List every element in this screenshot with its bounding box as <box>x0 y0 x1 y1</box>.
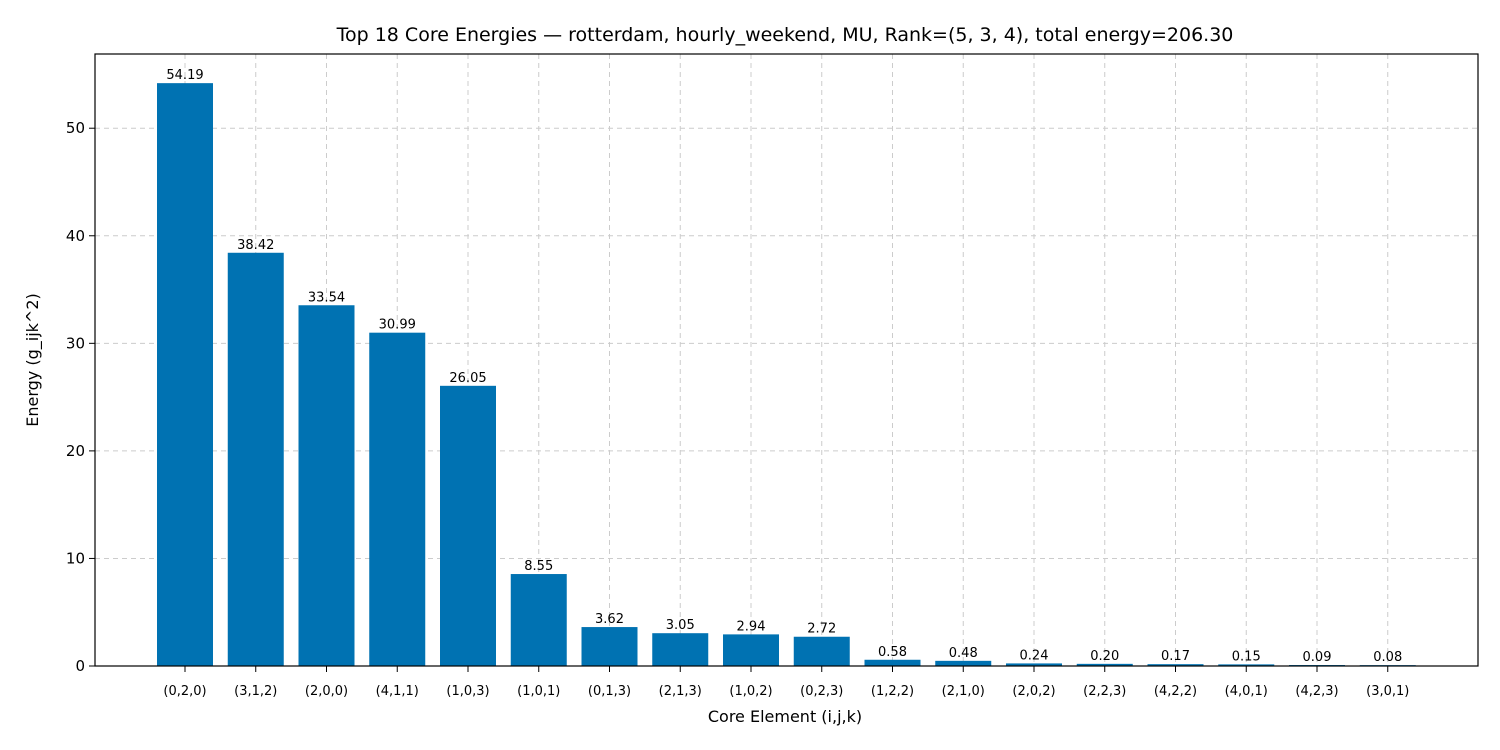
bar-value-label: 33.54 <box>308 290 345 305</box>
bars <box>157 83 1416 667</box>
y-tick-label: 50 <box>66 119 85 137</box>
x-axis: (0,2,0) (3,1,2) (2,0,0) (4,1,1) (1,0,3) (1,0,… <box>163 666 1409 699</box>
x-tick-label: (1,0,3) <box>446 684 489 699</box>
plot-frame <box>94 53 1479 667</box>
y-axis: 0 10 20 30 40 50 <box>66 119 95 675</box>
x-tick-label: (1,2,2) <box>871 684 914 699</box>
bar <box>581 627 638 666</box>
bar-value-label: 0.24 <box>1020 648 1049 663</box>
bar-value-label: 30.99 <box>379 318 416 333</box>
x-tick-label: (0,1,3) <box>588 684 631 699</box>
y-axis-label: Energy (g_ijk^2) <box>23 293 43 426</box>
x-tick-label: (4,2,3) <box>1295 684 1338 699</box>
bar-value-label: 0.48 <box>949 646 978 661</box>
bar <box>723 634 779 666</box>
x-tick-label: (4,2,2) <box>1154 684 1197 699</box>
x-tick-label: (2,0,0) <box>305 684 348 699</box>
bar-value-label: 26.05 <box>449 371 486 386</box>
x-axis-label: Core Element (i,j,k) <box>708 707 862 726</box>
x-tick-label: (2,1,3) <box>659 684 702 699</box>
x-tick-label: (2,1,0) <box>942 684 985 699</box>
x-tick-label: (0,2,3) <box>800 684 843 699</box>
bar-value-label: 0.58 <box>878 645 907 660</box>
x-tick-label: (1,0,2) <box>729 684 772 699</box>
bar <box>1218 664 1275 666</box>
bar <box>440 385 496 666</box>
x-tick-label: (2,2,3) <box>1083 684 1126 699</box>
x-tick-label: (2,0,2) <box>1012 684 1055 699</box>
bar <box>369 332 426 666</box>
bar-value-label: 38.42 <box>237 238 274 253</box>
bar-value-label: 0.17 <box>1161 649 1190 664</box>
bar-value-label: 8.55 <box>524 559 553 574</box>
x-tick-label: (3,0,1) <box>1366 684 1409 699</box>
x-tick-label: (4,1,1) <box>376 684 419 699</box>
bar-value-label: 2.72 <box>807 622 836 637</box>
bar-value-label: 3.62 <box>595 612 624 627</box>
bar-value-label: 0.20 <box>1090 649 1119 664</box>
bar <box>935 660 992 666</box>
bar <box>1076 663 1133 666</box>
bar-value-label: 0.15 <box>1232 649 1261 664</box>
bar <box>864 659 921 666</box>
bar <box>652 633 709 666</box>
chart-title: Top 18 Core Energies — rotterdam, hourly… <box>336 24 1234 46</box>
x-tick-label: (0,2,0) <box>163 684 206 699</box>
data-labels: 54.19 38.42 33.54 30.99 26.05 8.55 3.62 3.05 2.9… <box>166 68 1402 665</box>
bar-value-label: 2.94 <box>737 619 766 634</box>
x-tick-label: (1,0,1) <box>517 684 560 699</box>
bar <box>1147 664 1204 666</box>
bar <box>1006 663 1062 666</box>
bar-value-label: 0.09 <box>1303 650 1332 665</box>
y-tick-label: 30 <box>66 334 85 352</box>
bar-value-label: 0.08 <box>1373 650 1402 665</box>
bar <box>298 305 355 666</box>
y-tick-label: 40 <box>66 227 85 245</box>
bar-value-label: 54.19 <box>166 68 203 83</box>
bar <box>510 574 567 666</box>
grid <box>95 54 1478 666</box>
y-tick-label: 10 <box>66 549 85 567</box>
bar <box>157 83 213 667</box>
x-tick-label: (3,1,2) <box>234 684 277 699</box>
bar-value-label: 3.05 <box>666 618 695 633</box>
bar <box>793 636 850 666</box>
y-tick-label: 0 <box>75 657 85 675</box>
x-tick-label: (4,0,1) <box>1225 684 1268 699</box>
y-tick-label: 20 <box>66 442 85 460</box>
bar <box>227 252 284 666</box>
